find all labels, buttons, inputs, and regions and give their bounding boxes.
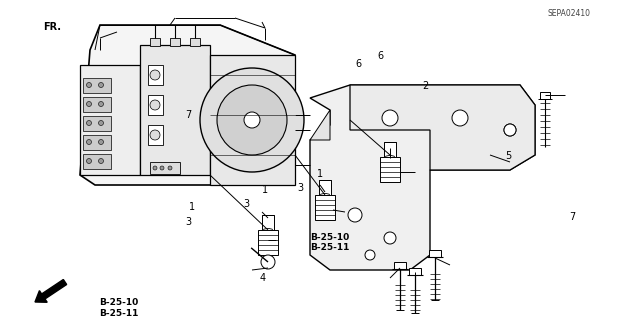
Bar (429, 250, 441, 257)
Circle shape (99, 139, 104, 145)
Bar (315, 195, 335, 220)
Text: B-25-10
B-25-11: B-25-10 B-25-11 (99, 298, 139, 318)
Bar (148, 125, 163, 145)
Circle shape (168, 166, 172, 170)
Circle shape (504, 124, 516, 136)
Text: 1: 1 (262, 185, 269, 195)
Text: 3: 3 (243, 199, 250, 209)
Text: SEPA02410: SEPA02410 (547, 9, 590, 18)
Bar (210, 55, 295, 185)
Bar (150, 38, 160, 46)
Circle shape (160, 166, 164, 170)
Circle shape (86, 83, 92, 87)
Text: 3: 3 (186, 217, 192, 227)
Bar (150, 162, 180, 174)
Circle shape (99, 101, 104, 107)
Polygon shape (310, 85, 535, 270)
Bar (540, 92, 550, 99)
Text: 2: 2 (422, 81, 429, 91)
Bar (409, 268, 421, 275)
Polygon shape (350, 85, 535, 170)
Circle shape (244, 112, 260, 128)
Text: 1: 1 (317, 169, 323, 179)
Bar (83, 97, 111, 112)
Circle shape (86, 101, 92, 107)
Bar (258, 230, 278, 255)
Text: 3: 3 (298, 183, 304, 193)
Bar (83, 154, 111, 169)
Circle shape (86, 121, 92, 125)
Circle shape (86, 159, 92, 164)
Text: 1: 1 (189, 202, 195, 212)
Polygon shape (140, 45, 210, 175)
FancyArrow shape (35, 279, 67, 302)
Circle shape (504, 124, 516, 136)
Text: B-25-10
B-25-11: B-25-10 B-25-11 (310, 233, 350, 252)
Polygon shape (80, 65, 140, 175)
Bar (83, 78, 111, 93)
Bar (83, 116, 111, 131)
Text: FR.: FR. (44, 22, 61, 32)
Bar (148, 65, 163, 85)
Circle shape (261, 255, 275, 269)
Circle shape (365, 250, 375, 260)
Circle shape (86, 139, 92, 145)
Text: 6: 6 (355, 59, 362, 69)
Bar (83, 135, 111, 150)
Circle shape (217, 85, 287, 155)
Bar (380, 157, 400, 182)
Circle shape (99, 83, 104, 87)
Bar (384, 142, 396, 160)
Bar (170, 38, 180, 46)
Circle shape (153, 166, 157, 170)
Circle shape (348, 208, 362, 222)
Circle shape (99, 159, 104, 164)
Circle shape (150, 70, 160, 80)
Circle shape (150, 130, 160, 140)
Text: 4: 4 (259, 272, 266, 283)
Circle shape (99, 121, 104, 125)
Text: 7: 7 (570, 212, 576, 222)
Polygon shape (310, 110, 330, 140)
Bar (148, 95, 163, 115)
Text: 7: 7 (186, 110, 192, 120)
Bar (190, 38, 200, 46)
Circle shape (384, 232, 396, 244)
Bar (319, 180, 331, 198)
Circle shape (382, 110, 398, 126)
Text: 5: 5 (506, 151, 512, 161)
Circle shape (452, 110, 468, 126)
Polygon shape (80, 25, 295, 185)
Bar (262, 215, 274, 233)
Text: 6: 6 (378, 51, 384, 61)
Circle shape (200, 68, 304, 172)
Circle shape (150, 100, 160, 110)
Bar (394, 262, 406, 269)
